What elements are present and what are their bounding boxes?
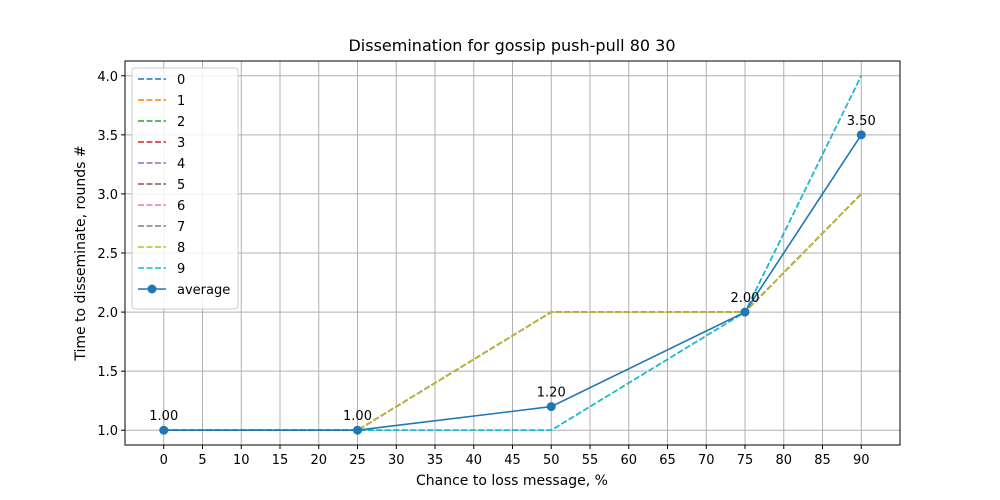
y-tick-label: 1.5	[97, 365, 118, 380]
y-tick-label: 1.0	[97, 424, 118, 439]
x-tick-label: 5	[198, 453, 206, 468]
x-tick-label: 40	[465, 453, 482, 468]
average-point	[353, 425, 362, 435]
grid	[125, 61, 900, 445]
data-labels: 1.00 1.00 1.20 2.00 3.50	[149, 114, 875, 424]
x-tick-label: 15	[272, 453, 289, 468]
x-tick-label: 25	[349, 453, 366, 468]
y-tick-label: 3.5	[97, 129, 118, 144]
legend-label: 7	[177, 220, 185, 235]
legend-box	[131, 67, 239, 310]
y-axis: 1.0 1.5 2.0 2.5 3.0 3.5 4.0	[97, 70, 125, 439]
y-tick-label: 4.0	[97, 70, 118, 85]
average-point	[740, 307, 750, 317]
legend-label: 0	[177, 73, 185, 88]
x-axis-label: Chance to loss message, %	[416, 473, 608, 489]
x-tick-label: 80	[775, 453, 792, 468]
x-tick-label: 20	[310, 453, 327, 468]
legend-label: 6	[177, 199, 185, 214]
legend-label: 8	[177, 241, 185, 256]
data-label: 2.00	[731, 291, 760, 306]
y-tick-label: 3.0	[97, 188, 118, 203]
legend-label: 9	[177, 262, 185, 277]
y-tick-label: 2.5	[97, 247, 118, 262]
data-label: 1.00	[149, 409, 178, 424]
data-label: 1.20	[537, 386, 566, 401]
x-tick-label: 35	[427, 453, 444, 468]
x-axis: 0 5 10 15 20 25 30 35 40 45 50 55 60 65 70 75 80 85 90	[160, 445, 870, 468]
x-tick-label: 60	[620, 453, 637, 468]
average-point	[856, 130, 866, 140]
x-tick-label: 45	[504, 453, 521, 468]
y-axis-label: Time to disseminate, rounds #	[73, 145, 89, 361]
x-tick-label: 75	[737, 453, 754, 468]
data-label: 3.50	[847, 114, 876, 129]
average-point	[546, 402, 556, 412]
legend: 0 1 2 3 4 5 6 7 8 9 average	[131, 67, 239, 310]
x-tick-label: 85	[814, 453, 831, 468]
legend-label: 3	[177, 136, 185, 151]
legend-label: 2	[177, 115, 185, 130]
x-tick-label: 90	[853, 453, 870, 468]
chart-title: Dissemination for gossip push-pull 80 30	[348, 36, 675, 55]
x-tick-label: 30	[388, 453, 405, 468]
legend-marker	[147, 284, 157, 294]
legend-label: 1	[177, 94, 185, 109]
x-tick-label: 0	[160, 453, 168, 468]
x-tick-label: 70	[698, 453, 715, 468]
data-label: 1.00	[343, 409, 372, 424]
series-layer	[159, 75, 866, 435]
y-tick-label: 2.0	[97, 306, 118, 321]
x-tick-label: 55	[582, 453, 599, 468]
average-point	[159, 425, 169, 435]
legend-label: 5	[177, 178, 185, 193]
x-tick-label: 50	[543, 453, 560, 468]
legend-label: average	[177, 283, 230, 298]
x-tick-label: 65	[659, 453, 676, 468]
legend-label: 4	[177, 157, 185, 172]
x-tick-label: 10	[233, 453, 250, 468]
